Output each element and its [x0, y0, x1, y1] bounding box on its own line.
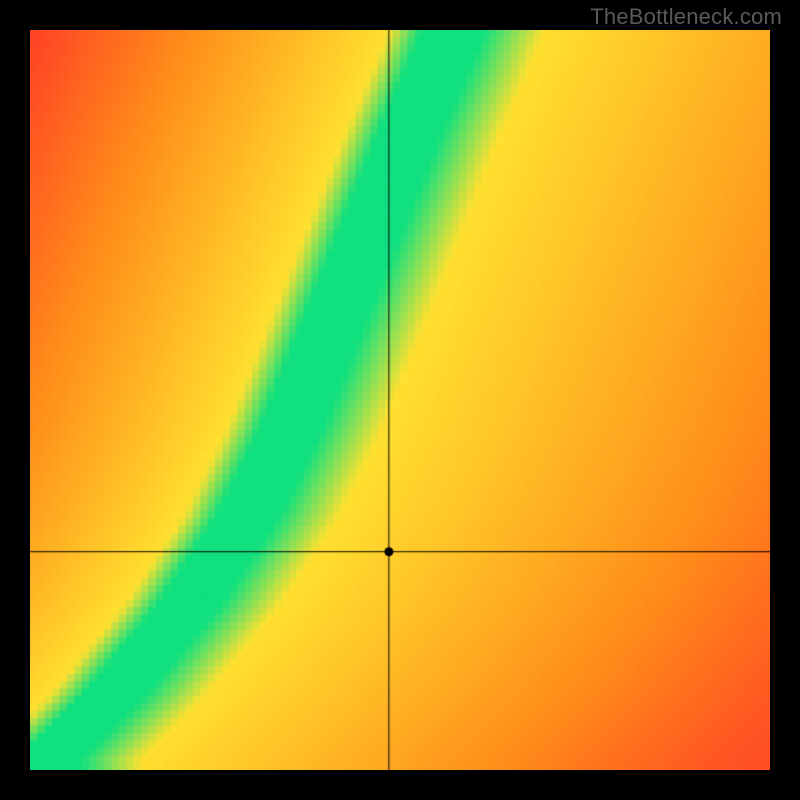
bottleneck-heatmap: [30, 30, 770, 770]
watermark-text: TheBottleneck.com: [590, 4, 782, 30]
